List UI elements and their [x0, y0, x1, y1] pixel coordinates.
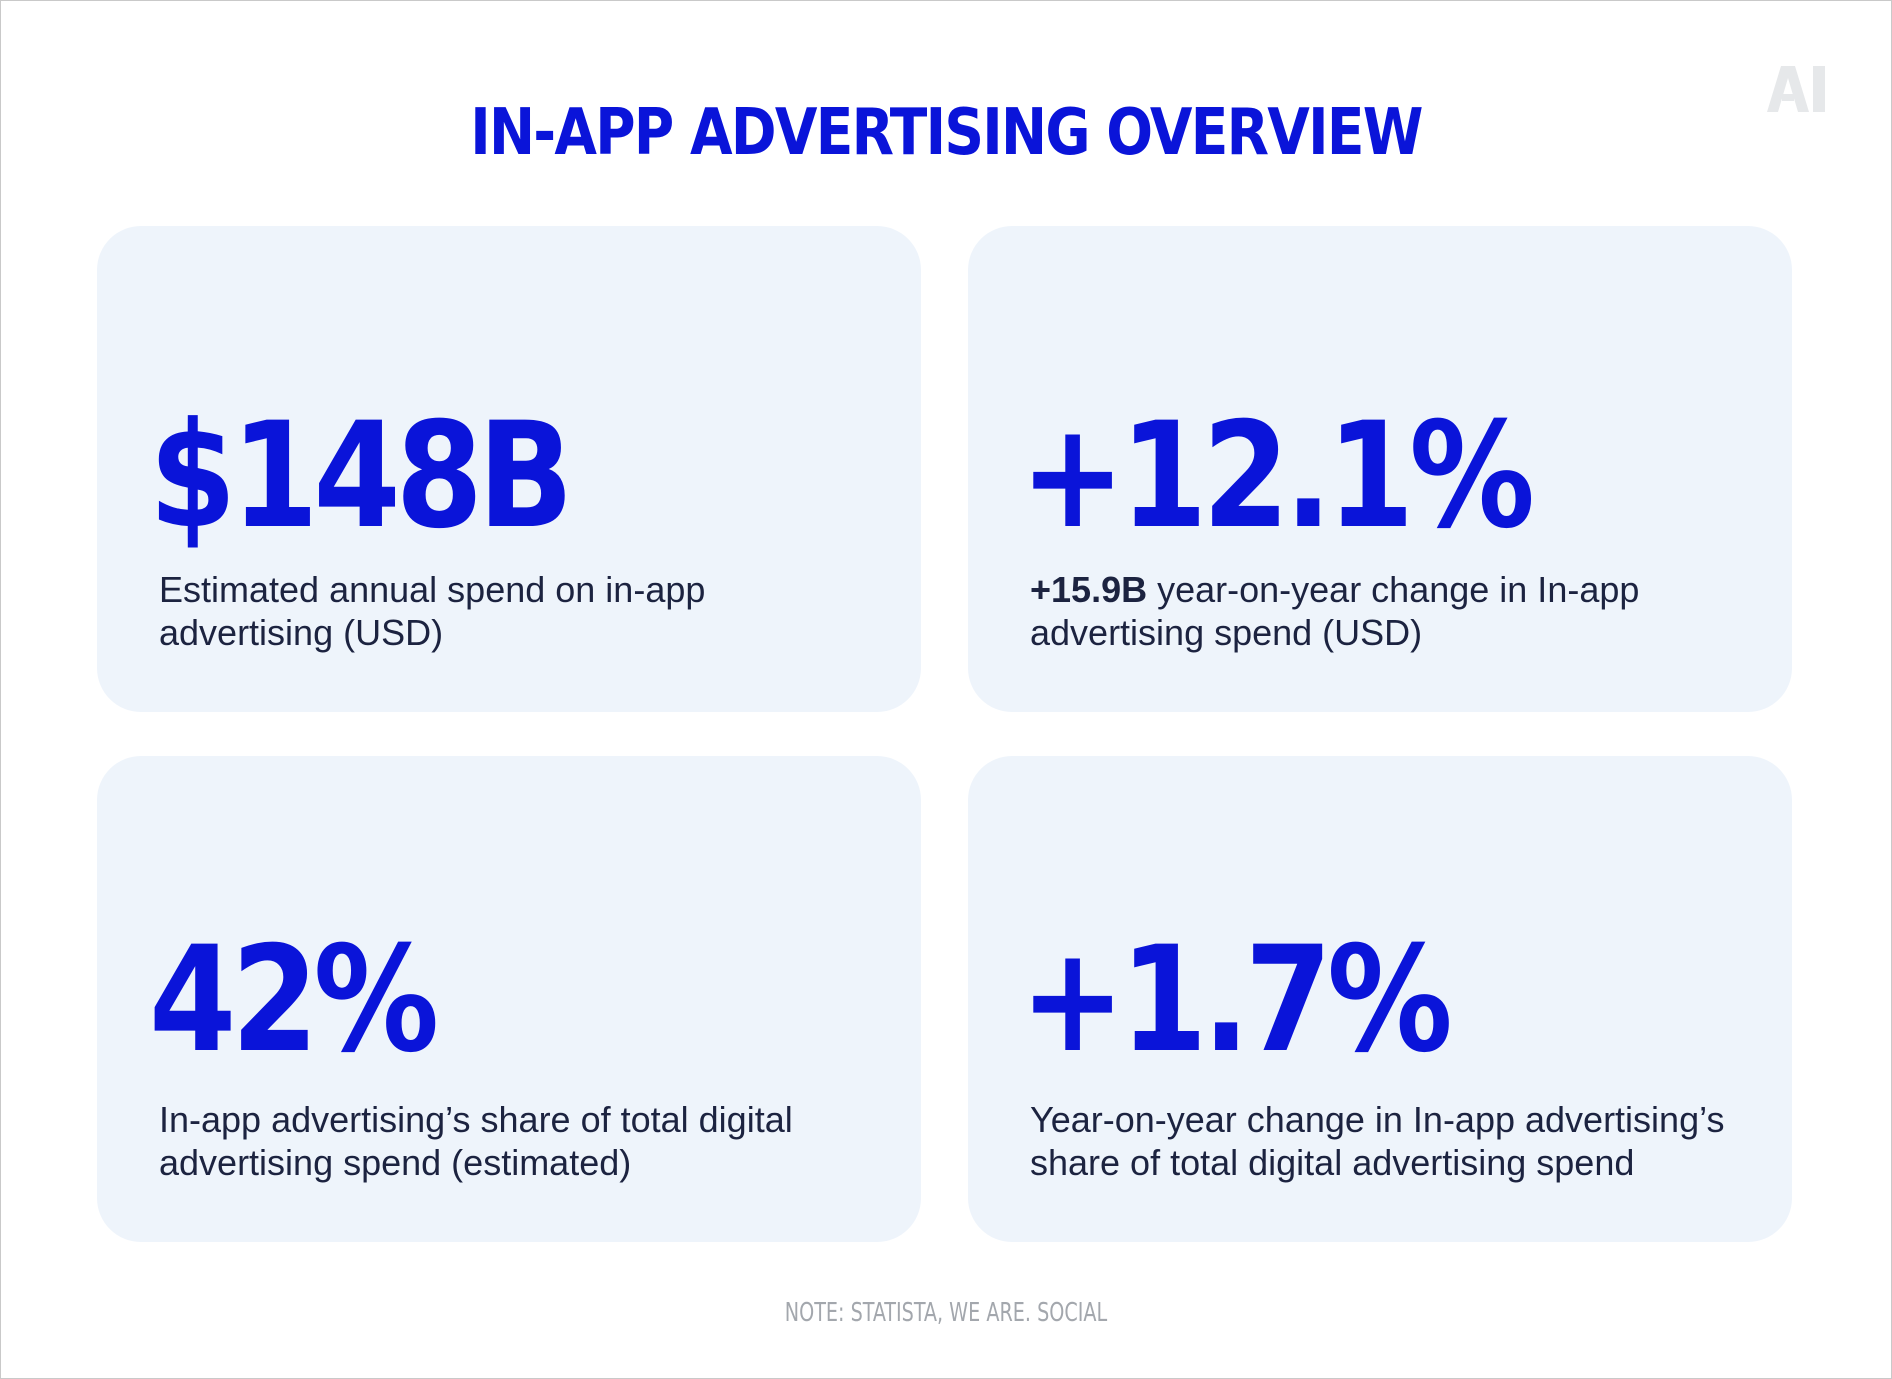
stat-description: Year-on-year change in In-app advertisin…: [1030, 1098, 1770, 1184]
brand-logo-icon: [1767, 66, 1825, 112]
stat-description-text: year-on-year change in In-app advertisin…: [1030, 569, 1640, 653]
stat-card-share-of-spend: 42% In-app advertising’s share of total …: [97, 756, 921, 1242]
stat-description-text: Year-on-year change in In-app advertisin…: [1030, 1099, 1725, 1183]
stat-card-annual-spend: $148B Estimated annual spend on in-app a…: [97, 226, 921, 712]
stat-card-yoy-spend-change: +12.1% +15.9B year-on-year change in In-…: [968, 226, 1792, 712]
stat-value: $148B: [149, 391, 574, 561]
stat-description: In-app advertising’s share of total digi…: [159, 1098, 899, 1184]
stat-value: 42%: [149, 915, 439, 1085]
stat-description: Estimated annual spend on in-app adverti…: [159, 568, 719, 654]
stat-description-text: In-app advertising’s share of total digi…: [159, 1099, 793, 1183]
stat-card-yoy-share-change: +1.7% Year-on-year change in In-app adve…: [968, 756, 1792, 1242]
source-note: NOTE: STATISTA, WE ARE. SOCIAL: [784, 1298, 1108, 1328]
stat-value: +1.7%: [1020, 915, 1453, 1085]
stat-description: +15.9B year-on-year change in In-app adv…: [1030, 568, 1770, 654]
stat-value: +12.1%: [1020, 391, 1535, 561]
stat-description-text: Estimated annual spend on in-app adverti…: [159, 569, 706, 653]
page-title: IN-APP ADVERTISING OVERVIEW: [470, 96, 1423, 170]
stat-description-highlight: +15.9B: [1030, 569, 1148, 610]
